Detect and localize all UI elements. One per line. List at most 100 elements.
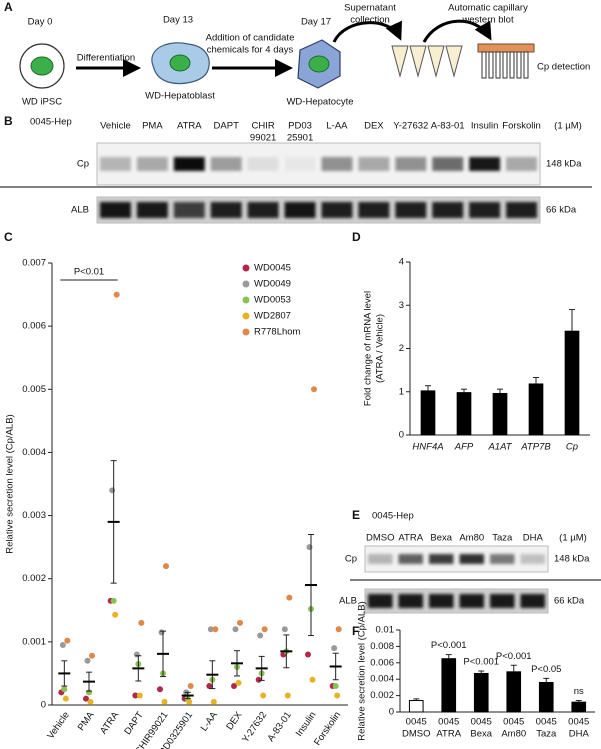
point xyxy=(286,594,293,601)
band xyxy=(321,202,353,218)
point xyxy=(335,626,342,633)
point xyxy=(232,626,239,633)
band xyxy=(429,554,454,564)
band xyxy=(173,157,205,171)
y-tick-label: 0 xyxy=(41,700,46,711)
band xyxy=(469,202,501,218)
lane-label: ATRA xyxy=(398,533,423,544)
y-tick-label: 0.004 xyxy=(22,447,46,458)
band xyxy=(210,202,242,218)
lane-label: Vehicle xyxy=(100,121,131,132)
band-size: 66 kDa xyxy=(546,205,577,216)
protein-name: ALB xyxy=(339,596,357,607)
point xyxy=(186,698,193,705)
band-size: 148 kDa xyxy=(554,554,590,565)
point xyxy=(157,686,163,693)
band xyxy=(506,202,537,218)
point xyxy=(281,626,288,633)
legend-marker xyxy=(242,296,250,304)
cell-line: 0045-Hep xyxy=(30,117,72,128)
y-tick-label: 0.004 xyxy=(370,674,394,685)
legend-marker xyxy=(242,280,250,288)
point xyxy=(305,651,311,658)
y-tick-label: 0.002 xyxy=(22,573,46,584)
lane-label: Insulin xyxy=(471,121,498,132)
point xyxy=(311,386,317,393)
band xyxy=(284,202,316,218)
lane-label: L-AA xyxy=(326,121,348,132)
bar xyxy=(492,392,508,436)
band xyxy=(398,554,423,564)
lane-label: DMSO xyxy=(366,533,395,544)
x-tick-label: DAPT xyxy=(122,710,146,737)
band xyxy=(469,157,501,171)
x-tick-label: 0045 xyxy=(471,717,492,728)
arrow-label: collection xyxy=(350,15,390,26)
band xyxy=(395,202,427,218)
lane-label: DEX xyxy=(364,121,384,132)
legend-label: WD0045 xyxy=(254,263,291,274)
protein-name: ALB xyxy=(71,205,89,216)
x-tick-label: PMA xyxy=(76,709,97,733)
band-size: 66 kDa xyxy=(554,596,585,607)
bar xyxy=(456,392,472,436)
x-tick-label: 0045 xyxy=(503,717,524,728)
band xyxy=(136,157,168,171)
point xyxy=(64,637,71,644)
lane-label: A-83-01 xyxy=(431,121,465,132)
y-axis-label: Relative secretion level (Cp/ALB) xyxy=(5,414,16,553)
band xyxy=(459,554,484,564)
bar xyxy=(420,390,436,436)
blot-background xyxy=(364,588,549,614)
y-tick-label: 0.006 xyxy=(370,657,394,668)
arrow-label: Addition of candidate xyxy=(206,33,295,44)
y-axis-label: Fold change of mRNA level xyxy=(363,291,374,406)
concentration: (1 µM) xyxy=(559,533,587,544)
arrow-label: Automatic capillary xyxy=(448,3,528,14)
lane-label: 99021 xyxy=(250,133,276,144)
blot-background xyxy=(96,196,541,224)
x-tick-label: DHA xyxy=(569,729,590,740)
band xyxy=(490,594,515,608)
point xyxy=(334,692,341,699)
point xyxy=(133,651,140,658)
band xyxy=(358,157,390,171)
band xyxy=(100,202,131,218)
band xyxy=(506,157,537,171)
legend-label: WD2807 xyxy=(254,311,291,322)
point xyxy=(132,692,139,699)
y-tick-label: 1 xyxy=(399,386,404,397)
x-tick-label: 0045 xyxy=(568,717,589,728)
cell-line: 0045-Hep xyxy=(372,511,414,522)
x-tick-label: A1AT xyxy=(487,442,512,453)
x-tick-label: 0045 xyxy=(536,717,557,728)
cell-name: WD-Hepatoblast xyxy=(145,91,215,102)
band xyxy=(247,202,279,218)
bar xyxy=(408,700,424,713)
point xyxy=(62,695,69,702)
hepatocyte-cell xyxy=(297,39,341,89)
panel-label: C xyxy=(4,230,13,244)
y-tick-label: 0.002 xyxy=(370,690,394,701)
significance-label: P<0.05 xyxy=(531,664,561,675)
band xyxy=(173,202,205,218)
point xyxy=(306,544,313,551)
y-tick-label: 2 xyxy=(399,343,404,354)
concentration: (1 µM) xyxy=(554,121,582,132)
bar xyxy=(538,681,554,713)
point xyxy=(158,629,165,636)
y-tick-label: 0.006 xyxy=(22,321,46,332)
band-size: 148 kDa xyxy=(546,159,582,170)
y-tick-label: 0 xyxy=(389,707,394,718)
panel-label: F xyxy=(352,624,359,638)
annotation: P<0.01 xyxy=(74,267,104,278)
lane-label: PD03 xyxy=(288,121,312,132)
capillary-plate xyxy=(477,43,535,79)
arrow-label: western blot xyxy=(461,15,514,26)
point xyxy=(212,626,219,633)
cell-name: WD-Hepatocyte xyxy=(286,97,353,108)
panel-label: B xyxy=(4,114,13,128)
band xyxy=(395,157,427,171)
significance-label: P<0.001 xyxy=(431,640,467,651)
